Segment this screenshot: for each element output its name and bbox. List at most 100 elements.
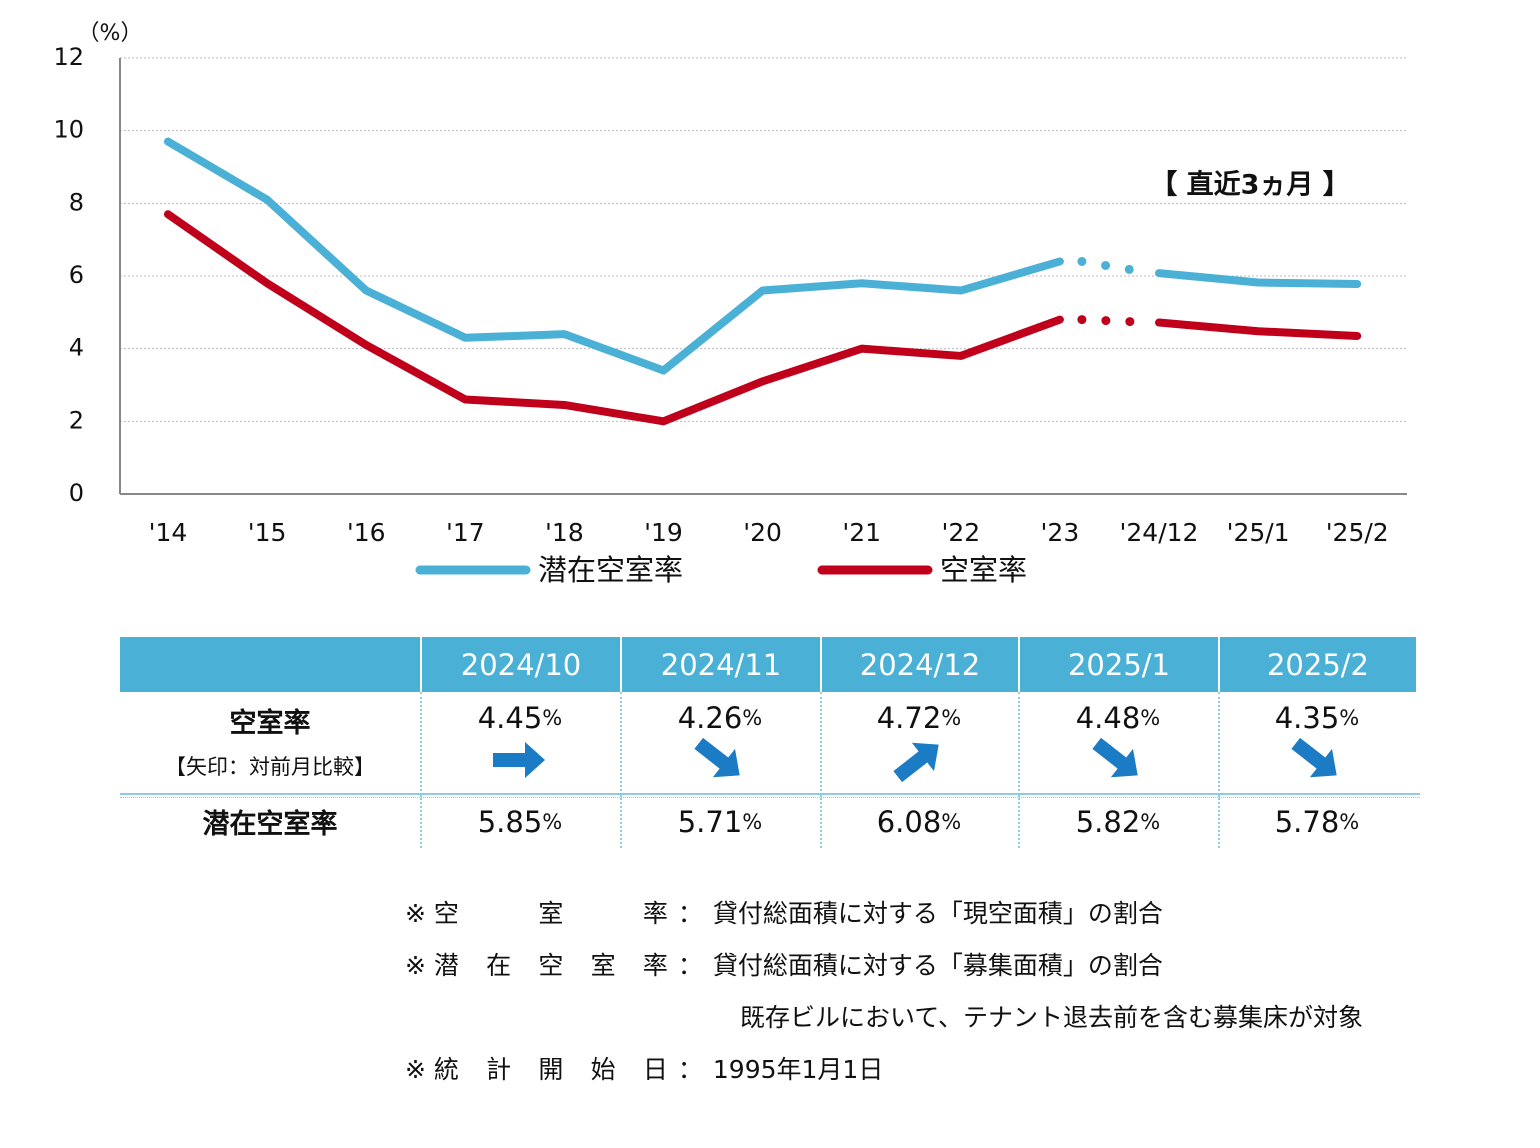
note-line: 既存ビルにおいて、テナント退去前を含む募集床が対象 [740, 998, 1363, 1034]
x-tick-label: '23 [1041, 518, 1080, 547]
column-header: 2025/2 [1220, 637, 1416, 692]
dotted-connector [1077, 315, 1156, 328]
column-divider [1218, 692, 1220, 795]
table-value: 4.45% [420, 694, 620, 742]
column-header: 2024/11 [622, 637, 820, 692]
table-value: 4.48% [1018, 694, 1218, 742]
x-tick-label: '17 [446, 518, 485, 547]
table-value: 4.35% [1218, 694, 1416, 742]
chart: （%） 【 直近3ヵ月 】 0 2 4 6 8 10 12 '14 '15 '16 '17 '18 '1… [53, 21, 1407, 587]
x-tick-label: '18 [545, 518, 584, 547]
x-tick-label: '25/1 [1227, 518, 1290, 547]
x-tick-label: '22 [941, 518, 980, 547]
x-tick-label: '16 [347, 518, 386, 547]
value-number: 4.26 [677, 701, 743, 735]
column-divider [1218, 795, 1220, 848]
note-line: ※ 統計開始日 ： 1995年1月1日 [405, 1050, 883, 1086]
table-value: 5.82% [1018, 795, 1218, 848]
table-value: 5.78% [1218, 795, 1416, 848]
value-unit: % [1339, 706, 1360, 730]
y-tick-label: 6 [69, 261, 84, 289]
x-tick-label: '24/12 [1120, 518, 1199, 547]
table-value: 6.08% [820, 795, 1018, 848]
value-number: 5.82 [1075, 804, 1141, 839]
column-header: 2024/10 [422, 637, 620, 692]
note-line: ※ 潜在空室率 ： 貸付総面積に対する「募集面積」の割合 [405, 946, 1163, 982]
series-line [1155, 318, 1362, 340]
note-text: 貸付総面積に対する「募集面積」の割合 [712, 951, 1163, 980]
annotation: 【 直近3ヵ月 】 [1150, 170, 1350, 201]
dotted-connector [1077, 256, 1156, 278]
value-number: 5.85 [477, 804, 543, 839]
note-label: 統計開始日 [433, 1055, 668, 1084]
trend-arrow [493, 742, 545, 778]
series-line [1155, 269, 1362, 288]
note-label: 潜在空室率 [433, 951, 668, 980]
note-mark: ※ [405, 1055, 426, 1084]
value-number: 5.71 [677, 804, 743, 839]
trend-arrow [1092, 737, 1138, 778]
y-tick-label: 4 [69, 334, 84, 362]
value-number: 5.78 [1274, 804, 1340, 839]
column-header: 2024/12 [822, 637, 1018, 692]
value-number: 6.08 [876, 804, 942, 839]
value-number: 4.72 [876, 701, 942, 735]
value-number: 4.45 [477, 701, 543, 735]
legend-label: 空室率 [940, 553, 1027, 587]
table-value: 4.26% [620, 694, 820, 742]
series-line [164, 137, 1064, 375]
value-number: 4.48 [1075, 701, 1141, 735]
table-value: 5.71% [620, 795, 820, 848]
value-unit: % [542, 706, 563, 730]
column-divider [420, 795, 422, 848]
header-cell [120, 637, 420, 692]
row-label: 空室率 [229, 707, 311, 739]
column-divider [820, 795, 822, 848]
value-unit: % [941, 809, 962, 834]
row-sublabel: 【矢印：対前月比較】 [165, 755, 375, 779]
legend-label: 潜在空室率 [538, 553, 683, 587]
value-unit: % [742, 706, 763, 730]
table-value: 5.85% [420, 795, 620, 848]
y-tick-label: 10 [53, 116, 84, 144]
value-unit: % [742, 809, 763, 834]
arrow-shape [493, 742, 545, 778]
trend-arrow [694, 737, 740, 778]
note-label: 空室率 [433, 899, 668, 928]
note-line: ※ 空室率 ： 貸付総面積に対する「現空面積」の割合 [405, 894, 1163, 930]
x-tick-label: '25/2 [1326, 518, 1389, 547]
note-text: 1995年1月1日 [712, 1055, 884, 1084]
note-mark: ※ [405, 899, 426, 928]
value-unit: % [542, 809, 563, 834]
column-divider [420, 692, 422, 795]
row-label: 潜在空室率 [202, 809, 338, 840]
x-tick-label: '15 [248, 518, 287, 547]
column-header: 2025/1 [1020, 637, 1218, 692]
y-tick-label: 12 [53, 43, 84, 71]
y-tick-label: 0 [69, 479, 84, 507]
y-unit: （%） [78, 21, 143, 46]
table-value: 4.72% [820, 694, 1018, 742]
value-unit: % [1140, 809, 1161, 834]
value-unit: % [941, 706, 962, 730]
column-divider [1018, 692, 1020, 795]
arrow-shape [694, 737, 740, 778]
value-unit: % [1339, 809, 1360, 834]
value-number: 4.35 [1274, 701, 1340, 735]
x-tick-label: '20 [743, 518, 782, 547]
note-colon: ： [677, 951, 703, 980]
column-divider [820, 692, 822, 795]
note-colon: ： [677, 899, 703, 928]
note-text: 貸付総面積に対する「現空面積」の割合 [712, 899, 1163, 928]
trend-arrow [1291, 737, 1337, 778]
column-divider [620, 795, 622, 848]
y-tick-label: 2 [69, 406, 84, 434]
column-divider [1018, 795, 1020, 848]
arrow-shape [1291, 737, 1337, 778]
y-tick-label: 8 [69, 188, 84, 216]
note-colon: ： [677, 1055, 703, 1084]
value-unit: % [1140, 706, 1161, 730]
series-line [164, 210, 1064, 426]
x-tick-label: '19 [644, 518, 683, 547]
